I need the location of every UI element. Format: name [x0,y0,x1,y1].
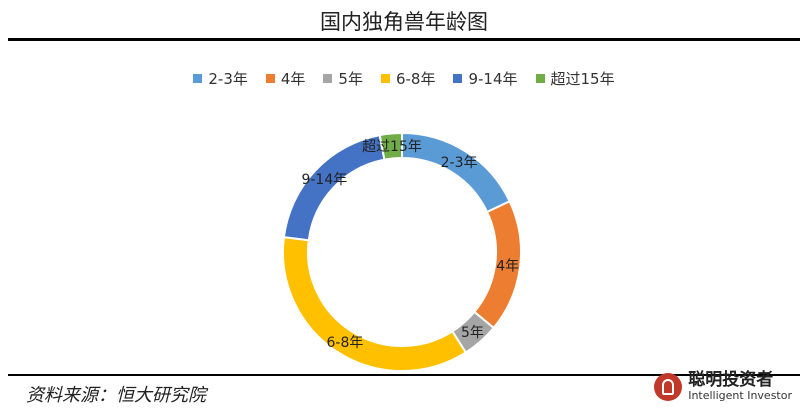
legend-item: 2-3年 [193,68,248,89]
brand-logo-icon [654,372,683,401]
legend-label: 5年 [338,70,363,88]
top-rule [8,38,800,41]
legend-label: 6-8年 [395,70,436,88]
legend-swatch [193,74,203,83]
slice-label: 6-8年 [326,335,363,351]
legend-label: 2-3年 [208,70,248,88]
source-note: 资料来源：恒大研究院 [26,385,206,406]
slice-label: 9-14年 [301,172,347,188]
brand-name: 聪明投资者 [688,370,774,390]
bottom-rule [8,374,800,376]
legend-swatch [535,74,545,83]
slice-label: 4年 [496,258,519,274]
chart-title: 国内独角兽年龄图 [320,10,488,34]
slice-label: 5年 [461,325,484,341]
legend-label: 4年 [280,70,306,88]
brand-name-en: Intelligent Investor [688,388,792,402]
chart-legend: 2-3年 4年 5年 6-8年 9-14年 超过15年 [0,68,808,89]
brand-watermark: 聪明投资者 Intelligent Investor [654,370,792,402]
legend-item: 5年 [323,68,363,89]
donut-slice [378,131,403,161]
legend-item: 6-8年 [380,68,436,89]
legend-item: 超过15年 [535,68,615,89]
legend-swatch [453,74,463,83]
legend-label: 9-14年 [468,70,518,88]
legend-swatch [265,74,275,83]
donut-slice [282,235,468,372]
legend-swatch [380,74,390,83]
legend-item: 9-14年 [453,68,518,89]
slice-label: 2-3年 [441,155,478,171]
legend-item: 4年 [265,68,306,89]
legend-label: 超过15年 [550,70,615,88]
slice-label: 超过15年 [362,139,422,155]
legend-swatch [323,74,333,83]
